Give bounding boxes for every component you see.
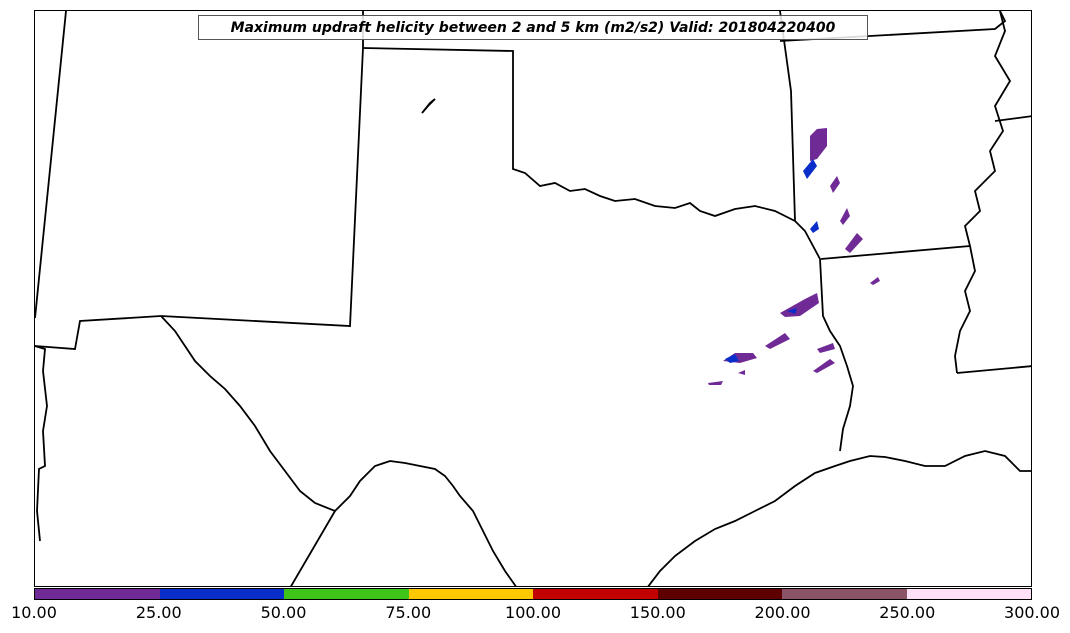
colorbar-tick-label: 75.00 — [385, 603, 432, 622]
swath-15 — [738, 370, 745, 375]
swath-6 — [810, 221, 819, 233]
map-canvas — [35, 11, 1031, 586]
colorbar-tick-label: 150.00 — [629, 603, 686, 622]
swath-7 — [780, 293, 819, 317]
colorbar — [34, 588, 1032, 600]
swath-1 — [810, 128, 827, 161]
swath-5 — [845, 233, 863, 253]
red-river-border — [362, 47, 796, 222]
state-boundaries — [35, 11, 1031, 586]
colorbar-tick-label: 250.00 — [879, 603, 936, 622]
az-mexico-border — [35, 345, 48, 542]
swath-11 — [725, 354, 739, 363]
rio-grande-border — [160, 315, 517, 586]
swath-13 — [813, 359, 835, 373]
colorbar-tick-label: 300.00 — [1004, 603, 1060, 622]
colorbar-segment — [284, 589, 409, 599]
colorbar-segment — [906, 589, 1031, 599]
gulf-coastline — [647, 450, 1031, 586]
colorbar-tick-label: 200.00 — [754, 603, 811, 622]
swath-16 — [870, 277, 880, 285]
colorbar-tick-label: 10.00 — [11, 603, 57, 622]
colorbar-tick-label: 100.00 — [505, 603, 561, 622]
ar-mo-border — [779, 11, 1007, 42]
swath-12 — [817, 343, 835, 353]
colorbar-segment — [533, 589, 658, 599]
tx-nm-border — [160, 47, 364, 327]
helicity-swaths — [708, 128, 880, 385]
map-title-box: Maximum updraft helicity between 2 and 5… — [198, 15, 868, 40]
colorbar-segment — [35, 589, 160, 599]
az-nm-border — [35, 11, 67, 319]
swath-3 — [830, 176, 840, 193]
ok-ar-border — [779, 11, 796, 222]
ar-la-border — [820, 245, 971, 260]
swath-2 — [803, 159, 817, 179]
mississippi-river — [954, 11, 1012, 374]
tx-la-border — [794, 220, 854, 452]
mexico-inner-border — [290, 510, 336, 586]
map-title: Maximum updraft helicity between 2 and 5… — [230, 19, 836, 36]
la-ms-border — [956, 365, 1031, 374]
colorbar-segment — [657, 589, 782, 599]
ms-border — [994, 115, 1031, 122]
swath-9 — [765, 333, 790, 349]
colorbar-tick-label: 50.00 — [260, 603, 307, 622]
nm-mexico-border — [35, 315, 162, 350]
swath-14 — [708, 381, 723, 385]
swath-4 — [840, 208, 850, 225]
colorbar-tick-label: 25.00 — [135, 603, 182, 622]
swath-8 — [787, 308, 797, 314]
lake-shape — [421, 98, 436, 114]
map-panel — [34, 10, 1032, 587]
colorbar-segment — [408, 589, 533, 599]
colorbar-segment — [159, 589, 284, 599]
colorbar-segment — [782, 589, 907, 599]
